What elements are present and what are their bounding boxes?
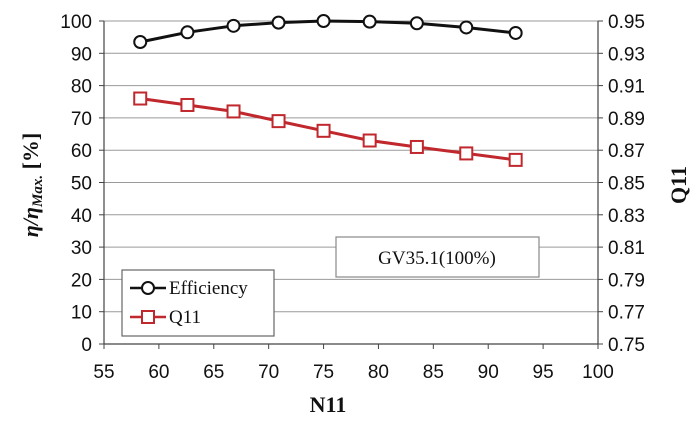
- y-right-tick-label: 0.83: [608, 206, 645, 227]
- data-point-efficiency: [316, 14, 331, 28]
- data-point-q11: [180, 97, 195, 112]
- y-left-tick-label: 10: [71, 303, 92, 324]
- y-axis-left-title-main: η/η: [18, 207, 43, 237]
- y-left-tick-label: 60: [71, 141, 92, 162]
- data-point-efficiency: [133, 34, 148, 49]
- data-point-q11: [226, 104, 241, 119]
- data-point-q11: [459, 146, 474, 161]
- y-left-tick-label: 50: [71, 174, 92, 195]
- y-right-tick-label: 0.87: [608, 141, 645, 162]
- y-left-tick-label: 0: [81, 335, 92, 356]
- x-tick-label: 80: [368, 362, 389, 383]
- data-point-efficiency: [409, 16, 424, 31]
- data-point-efficiency: [271, 15, 286, 30]
- y-left-tick-label: 30: [71, 238, 92, 259]
- data-point-q11: [508, 152, 523, 167]
- legend-label-q11: Q11: [169, 307, 201, 328]
- legend-label-efficiency: Efficiency: [169, 278, 248, 299]
- data-point-efficiency: [362, 14, 377, 29]
- data-point-q11: [271, 114, 286, 129]
- x-axis-title: N11: [310, 392, 347, 417]
- x-tick-label: 90: [478, 362, 499, 383]
- y-right-tick-label: 0.85: [608, 174, 645, 195]
- data-point-efficiency: [226, 18, 241, 33]
- y-right-tick-label: 0.81: [608, 238, 645, 259]
- x-tick-label: 55: [93, 362, 114, 383]
- y-left-tick-label: 20: [71, 270, 92, 291]
- y-axis-right-title: Q11: [666, 166, 691, 204]
- y-left-tick-label: 40: [71, 206, 92, 227]
- y-right-tick-label: 0.77: [608, 303, 645, 324]
- annotation-text: GV35.1(100%): [378, 248, 496, 269]
- annotation-box: [335, 236, 540, 278]
- legend: Efficiency Q11: [121, 269, 275, 337]
- x-tick-label: 95: [533, 362, 554, 383]
- x-tick-label: 65: [203, 362, 224, 383]
- data-point-q11: [362, 133, 377, 148]
- y-right-tick-label: 0.79: [608, 270, 645, 291]
- y-right-tick-label: 0.89: [608, 109, 645, 130]
- y-left-tick-label: 80: [71, 77, 92, 98]
- legend-box: [121, 269, 275, 337]
- y-axis-left-title-tail: [%]: [18, 133, 43, 175]
- y-left-tick-label: 100: [60, 12, 92, 33]
- x-tick-label: 70: [258, 362, 279, 383]
- legend-marker-efficiency: [141, 281, 155, 295]
- data-point-q11: [409, 139, 424, 154]
- data-point-efficiency: [180, 25, 195, 40]
- data-point-q11: [133, 91, 148, 106]
- legend-marker-q11: [141, 310, 155, 324]
- legend-item-efficiency: Efficiency: [130, 278, 248, 299]
- x-tick-label: 60: [148, 362, 169, 383]
- legend-item-q11: Q11: [130, 307, 201, 328]
- data-point-efficiency: [508, 25, 523, 40]
- tick-labels: 0 10 20 30 40 50 60 70 80 90 100 0.75 0.77 0.79 0.81 0.…: [60, 12, 645, 383]
- x-tick-label: 100: [582, 362, 614, 383]
- y-left-tick-label: 90: [71, 44, 92, 65]
- data-point-q11: [316, 123, 331, 138]
- x-tick-label: 85: [423, 362, 444, 383]
- x-tick-label: 75: [313, 362, 334, 383]
- series: [133, 14, 523, 167]
- y-left-tick-label: 70: [71, 109, 92, 130]
- data-point-efficiency: [459, 20, 474, 35]
- y-right-tick-label: 0.75: [608, 335, 645, 356]
- y-right-tick-label: 0.91: [608, 77, 645, 98]
- y-right-tick-label: 0.95: [608, 12, 645, 33]
- y-right-tick-label: 0.93: [608, 44, 645, 65]
- axes: [99, 20, 603, 349]
- y-axis-left-title-sub: Max.: [30, 175, 46, 208]
- y-axis-left-title: η/ηMax. [%]: [18, 133, 46, 238]
